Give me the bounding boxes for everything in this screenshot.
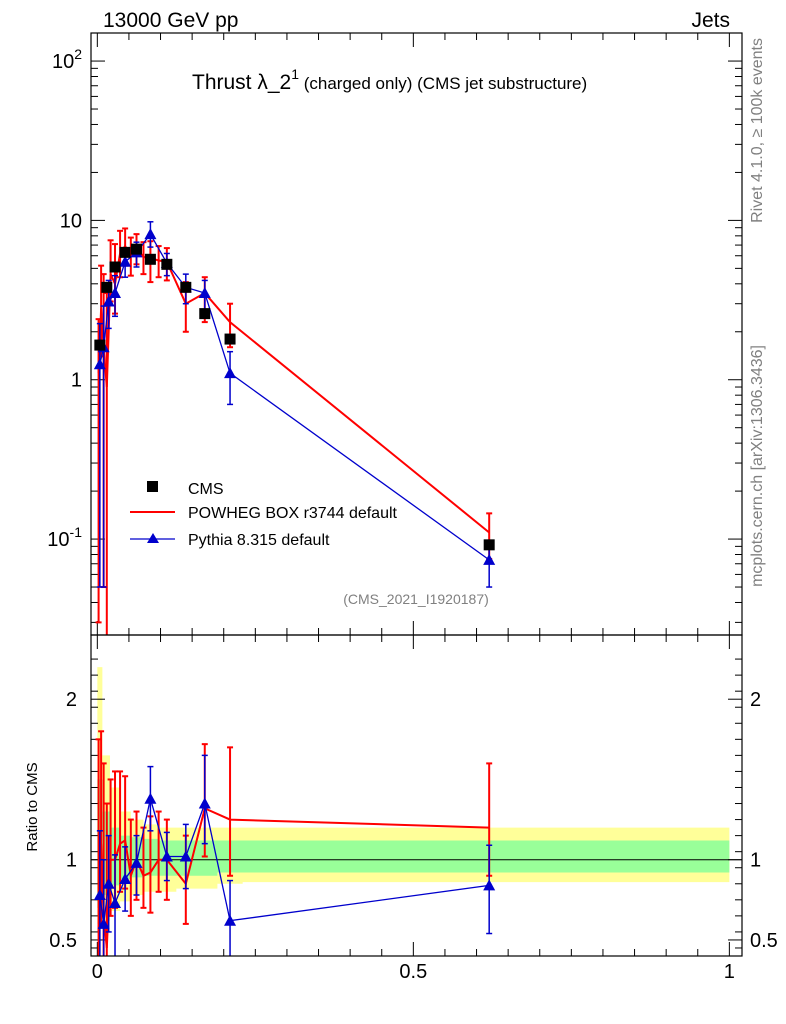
legend-powheg-label: POWHEG BOX r3744 default	[188, 505, 398, 522]
pythia-point	[224, 367, 237, 379]
legend-cms-marker	[147, 481, 158, 492]
ratio-ylabel: Ratio to CMS	[24, 762, 41, 851]
ratio-plot-data	[93, 730, 496, 956]
ratio-axis-ticks: 0.5 0.5 1 1 2 2 0 0.5 1	[49, 635, 778, 983]
ratio-y-tick-label-right: 0.5	[750, 930, 778, 952]
pythia-point	[119, 255, 132, 267]
cms-data-point	[161, 258, 173, 270]
main-y-tick-label: 102	[52, 46, 82, 73]
category-label: Jets	[691, 9, 730, 32]
pythia-point	[109, 287, 122, 299]
pythia-point	[102, 295, 115, 307]
legend: CMS POWHEG BOX r3744 default Pythia 8.31…	[130, 481, 398, 549]
pythia-point	[483, 553, 496, 565]
title-rest: (charged only) (CMS jet substructure)	[299, 74, 587, 93]
energy-label: 13000 GeV pp	[103, 9, 238, 32]
analysis-id: (CMS_2021_I1920187)	[343, 591, 489, 607]
ratio-pythia-point	[144, 792, 157, 804]
rivet-version-label: Rivet 4.1.0, ≥ 100k events	[749, 38, 766, 223]
ratio-pythia-point	[179, 850, 192, 862]
plot-title: Thrust λ_21 (charged only) (CMS jet subs…	[192, 66, 587, 94]
ratio-pythia-point	[97, 917, 110, 929]
ratio-pythia-point	[109, 897, 122, 909]
main-y-tick-label: 1	[71, 370, 82, 392]
pythia-point	[144, 228, 157, 240]
cms-data-point	[199, 308, 211, 320]
cms-data-point	[119, 246, 131, 258]
ratio-x-tick-label: 0.5	[399, 961, 427, 983]
ratio-pythia-point	[198, 797, 211, 809]
cms-data-point	[144, 253, 156, 265]
cms-data-point	[109, 261, 121, 273]
pythia-point	[198, 287, 211, 299]
title-superscript: 1	[291, 66, 299, 82]
legend-pythia-marker	[147, 533, 159, 543]
title-main: Thrust λ_2	[192, 71, 291, 94]
ratio-x-tick-label: 1	[724, 961, 735, 983]
ratio-band-inner	[97, 779, 730, 908]
ratio-plot-frame	[90, 634, 743, 957]
ratio-y-tick-label-right: 1	[750, 850, 761, 872]
ratio-y-tick-label: 0.5	[49, 930, 77, 952]
ratio-x-tick-label: 0	[92, 961, 103, 983]
cms-data-point	[131, 243, 143, 255]
pythia-point	[93, 358, 106, 370]
main-plot-data	[93, 221, 496, 635]
mcplots-label: mcplots.cern.ch [arXiv:1306.3436]	[749, 345, 766, 587]
ratio-y-tick-label-right: 2	[750, 689, 761, 711]
ratio-pythia-line	[99, 798, 490, 924]
main-y-tick-label: 10	[60, 210, 82, 232]
legend-pythia-label: Pythia 8.315 default	[188, 532, 330, 549]
cms-data-point	[180, 281, 192, 293]
ratio-pythia-point	[160, 850, 173, 862]
legend-cms-label: CMS	[188, 481, 224, 498]
ratio-y-tick-label: 1	[66, 850, 77, 872]
cms-data-point	[94, 339, 106, 351]
ratio-pythia-point	[483, 879, 496, 891]
main-axis-ticks: 10-1 1 10 102	[47, 33, 742, 635]
ratio-pythia-point	[130, 856, 143, 868]
cms-data-point	[224, 333, 236, 345]
main-y-tick-label: 10-1	[47, 524, 82, 551]
cms-data-point	[101, 281, 113, 293]
ratio-y-tick-label: 2	[66, 689, 77, 711]
pythia-series-line	[99, 232, 490, 561]
ratio-pythia-point	[224, 914, 237, 926]
ratio-pythia-point	[102, 877, 115, 889]
ratio-pythia-point	[119, 872, 132, 884]
cms-data-point	[483, 539, 495, 551]
ratio-pythia-point	[93, 889, 106, 901]
